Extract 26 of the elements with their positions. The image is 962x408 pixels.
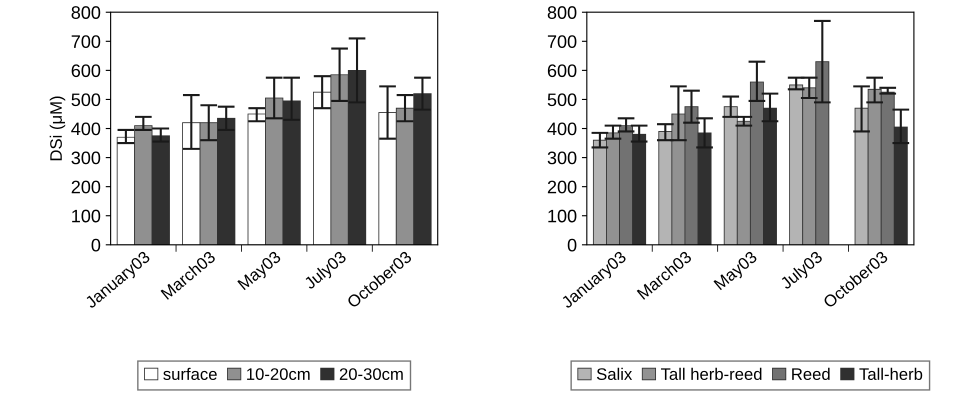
y-tick-label: 700 <box>72 35 100 48</box>
legend-label: surface <box>163 368 217 380</box>
legend-label: Salix <box>596 368 632 380</box>
y-tick-label: 100 <box>548 210 576 222</box>
y-tick-label: 600 <box>72 64 100 78</box>
y-tick-label: 500 <box>548 93 576 106</box>
y-tick-label: 300 <box>71 152 100 164</box>
legend-label: 20-30cm <box>340 368 403 380</box>
legend-label: Reed <box>792 368 830 380</box>
y-tick-label: 600 <box>548 64 576 78</box>
y-tick-label: 100 <box>72 210 100 222</box>
y-axis-title: DSi (μM) <box>50 96 66 160</box>
y-tick-label: 0 <box>568 238 576 252</box>
y-tick-label: 400 <box>71 122 100 136</box>
y-tick-label: 400 <box>547 122 576 136</box>
legend-label: Tall herb-reed <box>660 368 762 380</box>
legend-label: Tall-herb <box>859 368 922 380</box>
y-tick-label: 0 <box>92 238 100 252</box>
y-tick-label: 200 <box>548 180 576 194</box>
legend-label: 10-20cm <box>247 368 310 380</box>
y-tick-label: 200 <box>72 180 100 194</box>
y-tick-label: 800 <box>548 6 576 19</box>
y-tick-label: 800 <box>72 6 100 19</box>
y-tick-label: 500 <box>72 93 100 106</box>
y-tick-label: 300 <box>548 152 576 164</box>
y-tick-label: 700 <box>548 35 576 48</box>
